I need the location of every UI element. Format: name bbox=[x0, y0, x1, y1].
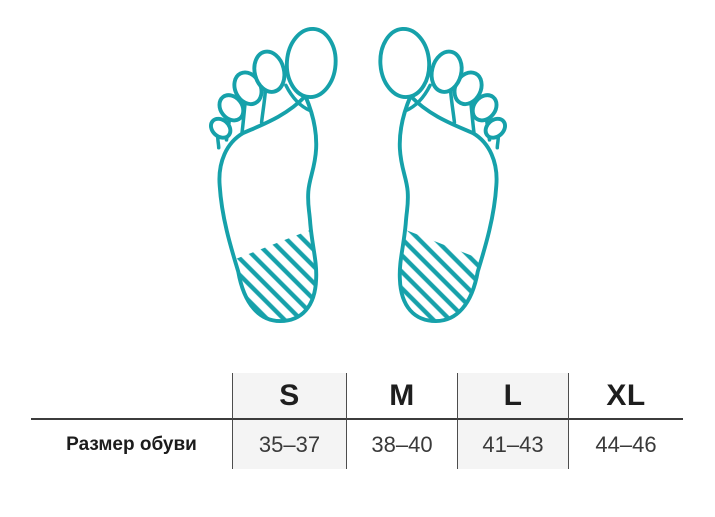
size-header-xl: XL bbox=[568, 373, 683, 420]
size-value-m: 38–40 bbox=[346, 420, 457, 469]
size-header-m: M bbox=[346, 373, 457, 420]
row-label-shoe-size: Размер обуви bbox=[66, 433, 197, 455]
size-value-s: 35–37 bbox=[232, 420, 346, 469]
size-header-l: L bbox=[457, 373, 568, 420]
size-header-s: S bbox=[232, 373, 346, 420]
table-corner-cell bbox=[31, 373, 232, 420]
feet-soles-illustration bbox=[208, 24, 508, 328]
size-value-xl: 44–46 bbox=[568, 420, 683, 469]
shoe-size-table: S M L XL Размер обуви 35–37 38–40 41–43 … bbox=[31, 373, 683, 469]
size-value-l: 41–43 bbox=[457, 420, 568, 469]
